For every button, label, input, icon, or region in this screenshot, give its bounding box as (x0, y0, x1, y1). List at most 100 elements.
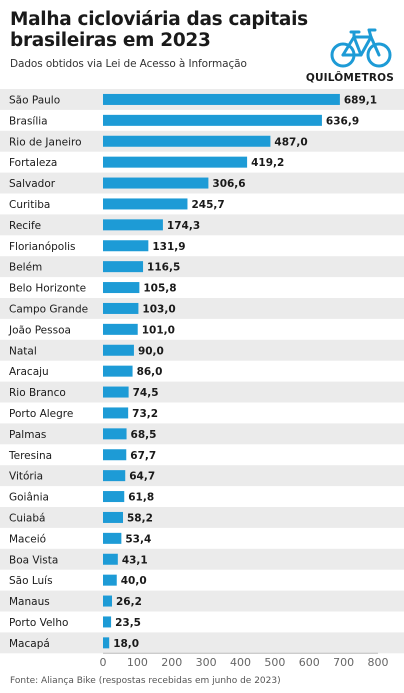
row-background (0, 423, 404, 445)
bar (103, 637, 110, 649)
category-label: Curitiba (9, 199, 50, 211)
bar (103, 532, 122, 544)
data-label: 26,2 (116, 596, 142, 608)
bar (103, 282, 140, 294)
x-tick-label: 0 (100, 656, 107, 669)
source-note: Fonte: Aliança Bike (respostas recebidas… (10, 676, 281, 686)
data-label: 90,0 (138, 345, 164, 357)
data-label: 131,9 (152, 241, 185, 253)
bar (103, 616, 112, 628)
category-label: Rio Branco (9, 387, 66, 399)
bar (103, 574, 117, 586)
category-label: Belo Horizonte (9, 283, 86, 295)
bar (103, 365, 133, 377)
bar (103, 491, 125, 503)
category-label: João Pessoa (8, 324, 71, 336)
x-tick-label: 600 (299, 656, 320, 669)
data-label: 43,1 (122, 554, 148, 566)
bar (103, 344, 134, 356)
data-label: 306,6 (212, 178, 245, 190)
bar (103, 114, 322, 126)
category-label: Cuiabá (9, 512, 45, 524)
data-label: 101,0 (142, 324, 175, 336)
category-label: São Luís (9, 575, 53, 587)
data-label: 689,1 (344, 94, 377, 106)
x-tick-label: 400 (230, 656, 251, 669)
category-label: Brasília (9, 115, 48, 127)
category-label: Rio de Janeiro (9, 136, 82, 148)
bar (103, 407, 129, 419)
unit-label: QUILÔMETROS (305, 72, 394, 84)
bar (103, 511, 124, 523)
data-label: 18,0 (113, 638, 139, 650)
x-tick-label: 300 (196, 656, 217, 669)
data-label: 61,8 (128, 492, 154, 504)
category-label: Boa Vista (9, 554, 58, 566)
category-label: Palmas (9, 429, 46, 441)
category-label: Belém (9, 262, 42, 274)
bar (103, 449, 127, 461)
data-label: 74,5 (133, 387, 159, 399)
bar (103, 261, 144, 273)
data-label: 419,2 (251, 157, 284, 169)
data-label: 68,5 (131, 429, 157, 441)
chart-title: Malha cicloviária das capitais brasileir… (10, 9, 308, 51)
row-background (0, 339, 404, 361)
category-label: Recife (9, 220, 41, 232)
data-label: 487,0 (274, 136, 307, 148)
category-label: Fortaleza (9, 157, 57, 169)
category-label: Aracaju (9, 366, 49, 378)
data-label: 245,7 (191, 199, 224, 211)
category-label: Manaus (9, 596, 50, 608)
bar (103, 240, 149, 252)
row-background (0, 590, 404, 612)
bar (103, 156, 248, 168)
bar (103, 302, 139, 314)
bar (103, 323, 138, 335)
data-label: 86,0 (137, 366, 163, 378)
data-label: 103,0 (142, 303, 175, 315)
data-label: 73,2 (132, 408, 158, 420)
category-label: Natal (9, 345, 37, 357)
row-background (0, 256, 404, 278)
data-label: 58,2 (127, 512, 153, 524)
bar (103, 595, 113, 607)
row-background (0, 632, 404, 654)
category-label: Macapá (9, 638, 50, 650)
category-label: Teresina (8, 450, 52, 462)
data-label: 67,7 (130, 450, 156, 462)
bar (103, 93, 340, 105)
data-label: 64,7 (129, 471, 155, 483)
data-label: 116,5 (147, 262, 180, 274)
category-label: Campo Grande (9, 303, 88, 315)
bar (103, 428, 127, 440)
category-label: São Paulo (9, 94, 60, 106)
bar (103, 135, 271, 147)
x-tick-label: 700 (333, 656, 354, 669)
row-background (0, 548, 404, 570)
category-label: Porto Velho (9, 617, 68, 629)
row-background (0, 381, 404, 403)
category-label: Porto Alegre (9, 408, 73, 420)
category-label: Florianópolis (9, 241, 76, 253)
bar (103, 386, 129, 398)
data-label: 23,5 (115, 617, 141, 629)
bar (103, 219, 163, 231)
x-tick-label: 500 (264, 656, 285, 669)
x-tick-label: 100 (127, 656, 148, 669)
bar (103, 470, 126, 482)
chart-subtitle: Dados obtidos via Lei de Acesso à Inform… (10, 58, 247, 70)
row-background (0, 298, 404, 319)
bar (103, 198, 188, 210)
data-label: 174,3 (167, 220, 200, 232)
bar (103, 553, 118, 565)
data-label: 53,4 (125, 533, 151, 545)
category-label: Maceió (9, 533, 46, 545)
data-label: 40,0 (121, 575, 147, 587)
data-label: 105,8 (143, 283, 176, 295)
bar (103, 177, 209, 189)
bicycle-icon (330, 28, 392, 68)
category-label: Salvador (9, 178, 56, 190)
row-background (0, 214, 404, 236)
